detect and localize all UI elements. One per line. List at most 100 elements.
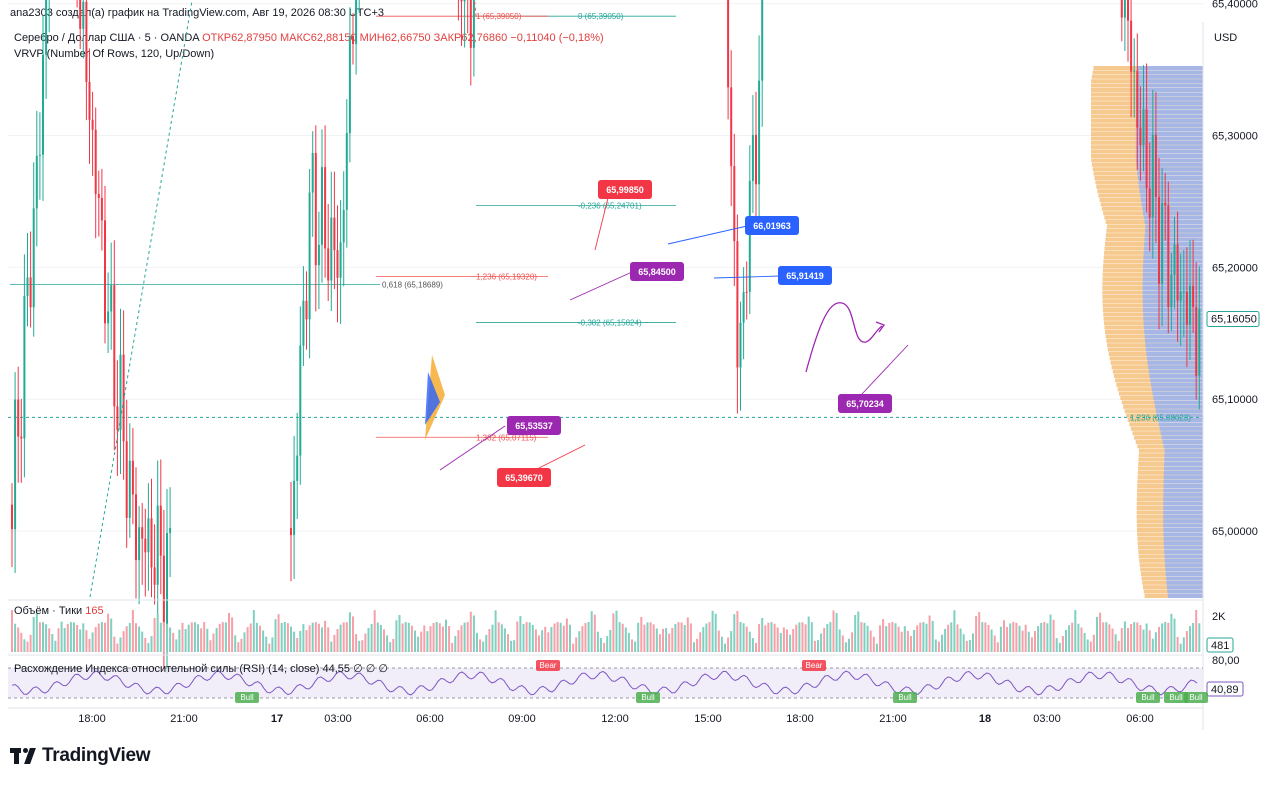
volume-bar <box>79 629 82 652</box>
candle-body <box>314 152 317 266</box>
candle-body <box>758 80 761 185</box>
volume-bar <box>445 619 447 652</box>
volume-bar <box>596 631 599 652</box>
rsi-legend[interactable]: Расхождение Индекса относительной силы (… <box>14 662 388 675</box>
volume-bar <box>655 628 658 652</box>
volume-bar <box>221 622 224 652</box>
volume-bar <box>107 613 110 652</box>
volume-bar <box>469 611 472 652</box>
candle-body <box>336 250 339 278</box>
volume-bar <box>550 627 553 652</box>
volume-bar <box>841 635 844 652</box>
tradingview-logo[interactable]: TradingView <box>10 745 151 767</box>
volume-bar <box>1009 623 1012 652</box>
volume-profile-bar-up <box>1163 532 1203 537</box>
volume-bar <box>996 642 999 652</box>
candle-body <box>125 441 128 518</box>
volume-bar <box>609 630 612 652</box>
volume-bar <box>466 622 469 652</box>
vrvp-indicator-label[interactable]: VRVP (Number Of Rows, 120, Up/Down) <box>14 48 215 60</box>
volume-profile-bar-up <box>1135 136 1203 141</box>
candle-body <box>1123 0 1126 18</box>
volume-bar <box>119 637 122 652</box>
volume-bar <box>491 624 494 652</box>
volume-profile-bar-up <box>1151 387 1203 392</box>
volume-bar <box>423 625 426 652</box>
volume-profile-bar-up <box>1150 378 1203 383</box>
volume-bar <box>999 626 1002 652</box>
volume-bar <box>290 626 292 652</box>
volume-profile-bar-up <box>1144 237 1203 242</box>
volume-bar <box>1068 625 1071 652</box>
candle-body <box>107 311 110 324</box>
currency-label[interactable]: USD <box>1214 32 1238 44</box>
symbol-title[interactable]: Серебро / Доллар США · 5 · OANDA <box>14 32 199 44</box>
candle-body <box>153 567 156 585</box>
volume-profile-bar-up <box>1161 435 1203 440</box>
volume-bar <box>76 624 79 652</box>
volume-bar <box>448 626 451 652</box>
volume-bar <box>240 638 243 652</box>
volume-bar <box>714 613 717 652</box>
volume-bar <box>314 622 317 652</box>
volume-profile-bar-up <box>1143 316 1203 321</box>
volume-bar <box>1080 627 1083 652</box>
volume-bar <box>85 630 88 652</box>
volume-bar <box>435 622 438 652</box>
volume-legend[interactable]: Объём · Тики 165 <box>14 605 104 617</box>
volume-profile-bar-up <box>1164 453 1203 458</box>
price-tick-label: 65,00000 <box>1212 526 1258 538</box>
callout-connector <box>439 425 506 471</box>
volume-bar <box>928 615 931 652</box>
volume-profile-bar-up <box>1135 145 1203 150</box>
candle-body <box>733 166 736 242</box>
volume-bar <box>500 624 503 652</box>
candle-body <box>35 155 38 209</box>
volume-label: Объём · Тики <box>14 605 83 617</box>
candle-body <box>308 192 311 320</box>
price-tick-label: 65,30000 <box>1212 131 1258 143</box>
callout-value: 65,70234 <box>846 399 884 409</box>
volume-bar <box>125 626 128 652</box>
volume-bar <box>175 639 178 652</box>
volume-profile-bar-up <box>1164 554 1203 559</box>
volume-bar <box>73 622 75 652</box>
volume-bar <box>38 622 41 652</box>
volume-bar <box>1037 626 1040 652</box>
candle-body <box>305 300 308 320</box>
volume-bar <box>1092 634 1095 652</box>
volume-bar <box>1164 622 1167 652</box>
candle-body <box>79 0 82 29</box>
volume-bar <box>782 627 785 652</box>
candle-body <box>1179 291 1182 301</box>
volume-bar <box>547 632 550 652</box>
volume-bar <box>882 619 885 652</box>
volume-bar <box>60 621 63 652</box>
volume-profile-bar-up <box>1135 83 1203 88</box>
volume-bar <box>1049 614 1052 652</box>
volume-bar <box>522 624 525 652</box>
volume-bar <box>959 628 962 652</box>
rsi-current-value: 40,89 <box>1211 684 1239 696</box>
volume-profile-bar-up <box>1155 404 1203 409</box>
volume-bar <box>401 623 404 652</box>
volume-bar <box>234 635 237 652</box>
volume-bar <box>987 625 990 652</box>
candle-body <box>1130 20 1133 72</box>
volume-bar <box>296 638 299 652</box>
volume-bar <box>795 624 798 652</box>
volume-bar <box>705 623 708 652</box>
volume-current-badge <box>1206 637 1234 653</box>
volume-bar <box>454 636 457 652</box>
time-tick-label: 18:00 <box>786 713 814 725</box>
volume-bar <box>646 622 649 652</box>
volume-bar <box>193 622 196 652</box>
volume-bar <box>1105 622 1108 652</box>
volume-bar <box>497 622 500 652</box>
volume-bar <box>45 624 48 652</box>
volume-bar <box>717 630 720 652</box>
volume-profile-bar-up <box>1135 140 1203 145</box>
volume-profile-bar-up <box>1143 255 1203 260</box>
candle-body <box>755 134 757 185</box>
